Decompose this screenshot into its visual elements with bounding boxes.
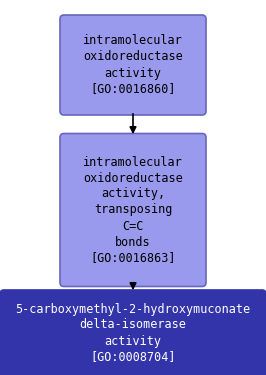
Text: intramolecular
oxidoreductase
activity,
transposing
C=C
bonds
[GO:0016863]: intramolecular oxidoreductase activity, … bbox=[83, 156, 183, 264]
FancyBboxPatch shape bbox=[60, 15, 206, 115]
Text: 5-carboxymethyl-2-hydroxymuconate
delta-isomerase
activity
[GO:0008704]: 5-carboxymethyl-2-hydroxymuconate delta-… bbox=[15, 303, 251, 363]
Text: intramolecular
oxidoreductase
activity
[GO:0016860]: intramolecular oxidoreductase activity [… bbox=[83, 34, 183, 96]
FancyBboxPatch shape bbox=[60, 134, 206, 286]
FancyBboxPatch shape bbox=[0, 290, 266, 375]
